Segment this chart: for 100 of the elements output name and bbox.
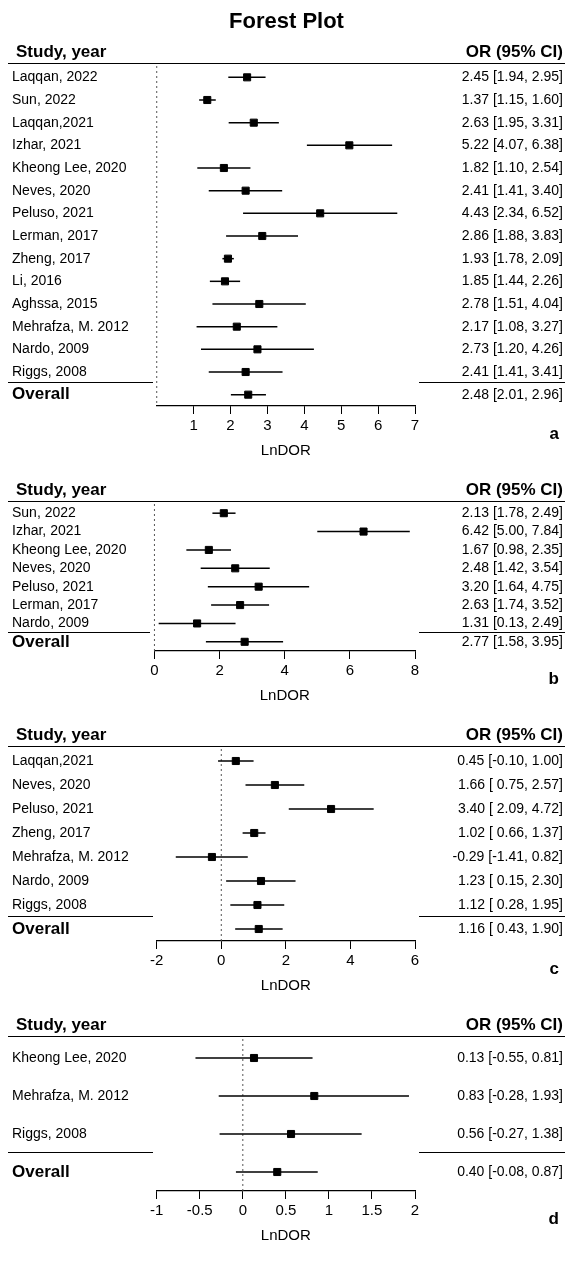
x-tick-label: 2 [410, 1201, 420, 1219]
y-tick-label: Aghssa, 2015 [12, 294, 98, 311]
data-label: 0.83 [-0.28, 1.93] [457, 1086, 563, 1103]
x-tick-label: 1 [324, 1201, 334, 1219]
y-tick-label: Zheng, 2017 [12, 249, 91, 266]
y-tick-label: Overall [12, 631, 70, 651]
y-tick-label: Izhar, 2021 [12, 136, 82, 153]
y-tick-label: Peluso, 2021 [12, 204, 94, 221]
data-label: 2.48 [1.42, 3.54] [461, 559, 563, 576]
data-label: 2.73 [1.20, 4.26] [461, 340, 563, 357]
data-label: 1.66 [ 0.75, 2.57] [457, 775, 563, 792]
data-label: 2.78 [1.51, 4.04] [461, 294, 563, 311]
y-tick-label: Neves, 2020 [12, 559, 91, 576]
data-label: 1.23 [ 0.15, 2.30] [457, 871, 563, 888]
text: b [548, 668, 559, 688]
x-tick-label: 0 [150, 661, 159, 679]
y-tick-label: Peluso, 2021 [12, 577, 94, 594]
data-label: 0.45 [-0.10, 1.00] [457, 751, 563, 768]
data-label: 1.02 [ 0.66, 1.37] [457, 823, 563, 840]
data-label: 6.42 [5.00, 7.84] [461, 522, 563, 539]
data-label: 1.82 [1.10, 2.54] [461, 158, 563, 175]
point [243, 73, 252, 82]
x-tick-label: 4 [346, 951, 355, 969]
y-tick-label: Peluso, 2021 [12, 799, 94, 816]
x-axis-title: LnDOR [260, 976, 312, 994]
data-label: 1.31 [0.13, 2.49] [461, 614, 563, 631]
y-tick-label: Laqqan,2021 [12, 751, 94, 768]
text: d [548, 1208, 559, 1228]
data-label: 2.48 [2.01, 2.96] [461, 385, 563, 402]
text: Study, year [16, 479, 107, 499]
point [220, 277, 230, 286]
x-tick-label: 5 [337, 416, 346, 434]
y-tick-label: Mehrafza, M. 2012 [12, 1086, 129, 1103]
x-tick-label: 6 [410, 951, 420, 969]
y-tick-label: Sun, 2022 [12, 90, 77, 107]
y-tick-label: Laqqan, 2022 [12, 68, 98, 85]
point [241, 186, 250, 195]
y-tick-label: Neves, 2020 [12, 775, 91, 792]
point [254, 582, 263, 591]
text: OR (95% CI) [465, 479, 563, 499]
x-tick-label: 6 [373, 416, 383, 434]
y-tick-label: Nardo, 2009 [12, 614, 90, 631]
y-tick-label: Mehrafza, M. 2012 [12, 317, 129, 334]
x-tick-label: 0 [217, 951, 226, 969]
x-tick-label: -1 [150, 1201, 164, 1219]
data-label: 2.45 [1.94, 2.95] [461, 68, 563, 85]
text: OR (95% CI) [465, 1014, 563, 1034]
y-tick-label: Riggs, 2008 [12, 1124, 87, 1141]
x-tick-label: 1.5 [361, 1201, 383, 1219]
data-label: 1.37 [1.15, 1.60] [461, 90, 563, 107]
data-label: 2.86 [1.88, 3.83] [461, 226, 563, 243]
x-axis-title: LnDOR [259, 686, 310, 704]
y-tick-label: Li, 2016 [12, 272, 63, 289]
x-tick-label: 0.5 [275, 1201, 297, 1219]
x-tick-label: 4 [280, 661, 289, 679]
x-axis-title: LnDOR [260, 1226, 312, 1244]
data-label: 2.77 [1.58, 3.95] [461, 632, 563, 649]
data-label: 2.41 [1.41, 3.40] [461, 181, 563, 198]
y-tick-label: Zheng, 2017 [12, 823, 91, 840]
y-tick-label: Overall [12, 384, 70, 404]
data-label: 2.63 [1.74, 3.52] [461, 595, 563, 612]
x-tick-label: -2 [150, 951, 164, 969]
text: Study, year [16, 724, 107, 744]
text: Study, year [16, 1014, 107, 1034]
data-label: 2.63 [1.95, 3.31] [461, 113, 563, 130]
x-tick-label: 2 [215, 661, 224, 679]
data-label: 2.41 [1.41, 3.41] [461, 362, 563, 379]
y-tick-label: Lerman, 2017 [12, 595, 99, 612]
point [249, 118, 258, 127]
data-label: 3.20 [1.64, 4.75] [461, 577, 563, 594]
data-label: 2.17 [1.08, 3.27] [461, 317, 563, 334]
data-label: 3.40 [ 2.09, 4.72] [457, 799, 563, 816]
data-label: 1.85 [1.44, 2.26] [461, 272, 563, 289]
point [359, 527, 368, 536]
chart-title: Forest Plot [229, 8, 345, 34]
data-label: 1.67 [0.98, 2.35] [461, 540, 563, 557]
x-tick-label: 3 [263, 416, 272, 434]
point [232, 322, 241, 331]
y-tick-label: Lerman, 2017 [12, 226, 99, 243]
x-tick-label: -0.5 [186, 1201, 213, 1219]
text: OR (95% CI) [465, 41, 563, 61]
x-tick-label: 8 [410, 661, 420, 679]
text: Study, year [16, 41, 107, 61]
y-tick-label: Kheong Lee, 2020 [12, 158, 127, 175]
data-label: 1.93 [1.78, 2.09] [461, 249, 563, 266]
data-label: 5.22 [4.07, 6.38] [461, 136, 563, 153]
data-label: 1.12 [ 0.28, 1.95] [457, 895, 563, 912]
data-label: 4.43 [2.34, 6.52] [461, 204, 563, 221]
point [316, 209, 325, 218]
text: OR (95% CI) [465, 724, 563, 744]
x-tick-label: 2 [281, 951, 291, 969]
x-tick-label: 2 [226, 416, 235, 434]
y-tick-label: Nardo, 2009 [12, 871, 90, 888]
data-label: 2.13 [1.78, 2.49] [461, 504, 563, 521]
y-tick-label: Sun, 2022 [12, 504, 77, 521]
y-tick-label: Laqqan,2021 [12, 113, 94, 130]
x-tick-label: 4 [300, 416, 309, 434]
point [253, 345, 262, 354]
y-tick-label: Kheong Lee, 2020 [12, 540, 127, 557]
data-label: 0.40 [-0.08, 0.87] [457, 1162, 563, 1179]
